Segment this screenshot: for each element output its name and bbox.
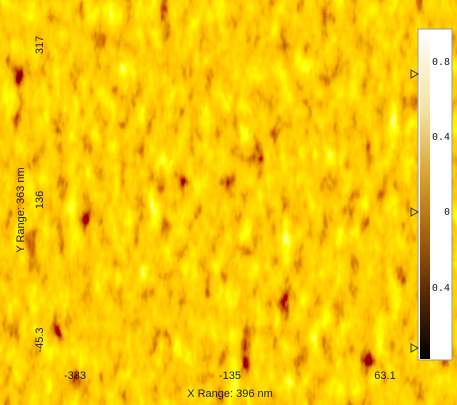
title: Z Range: 1.763 nm ; Mean: -0.0001751 nm	[125, 11, 336, 23]
colorbar-tick: -0.4	[426, 283, 450, 294]
x-tick-label: -333	[64, 370, 86, 382]
marker	[410, 207, 420, 217]
colorbar-tick: 0.4	[432, 132, 450, 143]
colorbar-tick: 0	[444, 207, 450, 218]
colorbar	[420, 30, 430, 359]
y-tick-label: 136	[34, 191, 46, 209]
height-image	[50, 28, 410, 360]
x-tick-label: 63.1	[374, 370, 395, 382]
y-tick-label: -45.3	[34, 327, 46, 352]
y-axis-label: Y Range: 363 nm	[15, 167, 27, 252]
marker	[410, 343, 420, 353]
marker	[410, 69, 420, 79]
colorbar-tick: 0.8	[432, 57, 450, 68]
x-tick-label: -135	[219, 370, 241, 382]
x-axis-label: X Range: 396 nm	[187, 388, 273, 400]
y-tick-label: 317	[34, 36, 46, 54]
